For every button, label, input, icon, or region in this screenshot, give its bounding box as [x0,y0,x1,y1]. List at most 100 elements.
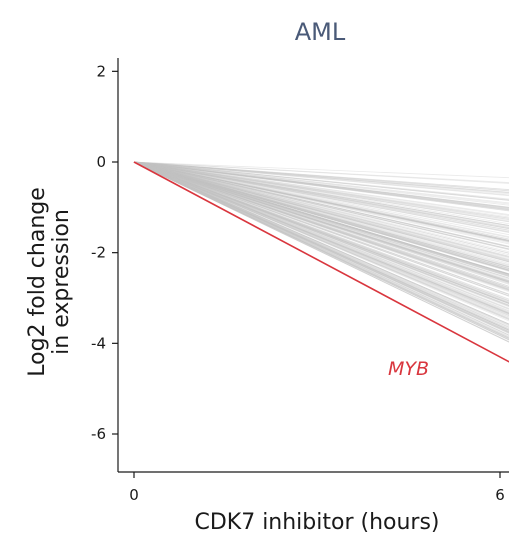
background-line [133,161,509,290]
background-line [133,161,509,297]
background-line [133,161,509,300]
background-line [133,161,509,284]
y-tick-label: 0 [96,153,106,171]
background-line [133,161,509,330]
background-line [133,161,509,263]
background-line [133,161,509,263]
background-line [133,161,509,288]
background-line [133,161,509,268]
background-line [133,161,509,243]
background-line [133,161,509,277]
background-line [133,161,509,297]
background-line [133,161,509,223]
background-line [133,161,509,275]
background-line [133,161,509,201]
background-line [133,161,509,275]
background-line [133,161,509,268]
background-line [133,161,509,256]
background-line [133,161,509,284]
background-line [133,161,509,334]
background-line [133,161,509,305]
background-line [133,161,509,244]
background-line [133,161,509,291]
background-line [133,161,509,333]
background-line [133,161,509,331]
background-line [133,161,509,228]
background-line [133,161,509,247]
background-line [133,161,509,306]
background-line [133,161,509,266]
background-line [133,161,509,281]
background-line [133,161,509,315]
background-line [133,161,509,233]
background-line [133,161,509,241]
x-axis-label: CDK7 inhibitor (hours) [194,510,439,535]
background-line [133,161,509,266]
background-line [133,161,509,263]
background-line [133,161,509,257]
background-line [133,161,509,264]
background-line [133,161,509,312]
background-line [133,161,509,268]
background-line [133,161,509,184]
background-line [133,161,509,288]
background-line [133,161,509,195]
background-line [133,161,509,271]
background-line [133,161,509,331]
background-line [133,161,509,197]
background-line [133,161,509,269]
x-tick-label: 0 [129,486,139,504]
background-line [133,161,509,292]
background-line [133,161,509,331]
background-line [133,161,509,275]
background-line [133,161,509,283]
background-line [133,161,509,223]
background-line [133,161,509,236]
background-line [133,161,509,295]
background-line [133,161,509,343]
background-line [133,161,509,339]
background-line [133,161,509,275]
background-line [133,161,509,219]
background-line [133,161,509,238]
background-line [133,161,509,208]
background-line [133,161,509,258]
background-line [133,161,509,310]
background-line [133,161,509,327]
background-line [133,161,509,325]
background-line [133,161,509,201]
background-line [133,161,509,277]
background-line [133,161,509,271]
background-line [133,161,509,262]
background-line [133,161,509,304]
background-line [133,161,509,340]
background-line [133,161,509,279]
background-line [133,161,509,325]
background-line [133,161,509,336]
background-line [133,161,509,204]
background-line [133,161,509,194]
background-line [133,161,509,282]
background-line [133,161,509,291]
background-line [133,161,509,330]
background-line [133,161,509,192]
background-line [133,161,509,317]
background-line [133,161,509,259]
background-line [133,161,509,329]
background-line [133,161,509,272]
background-line [133,161,509,336]
background-line [133,161,509,245]
background-line [133,161,509,343]
background-line [133,161,509,232]
background-line [133,161,509,210]
background-line [133,161,509,276]
background-line [133,161,509,250]
background-line [133,161,509,282]
background-line [133,161,509,304]
background-line [133,161,509,291]
background-line [133,161,509,316]
background-line [133,161,509,282]
background-line [133,161,509,332]
background-line [133,161,509,333]
background-line [133,161,509,211]
